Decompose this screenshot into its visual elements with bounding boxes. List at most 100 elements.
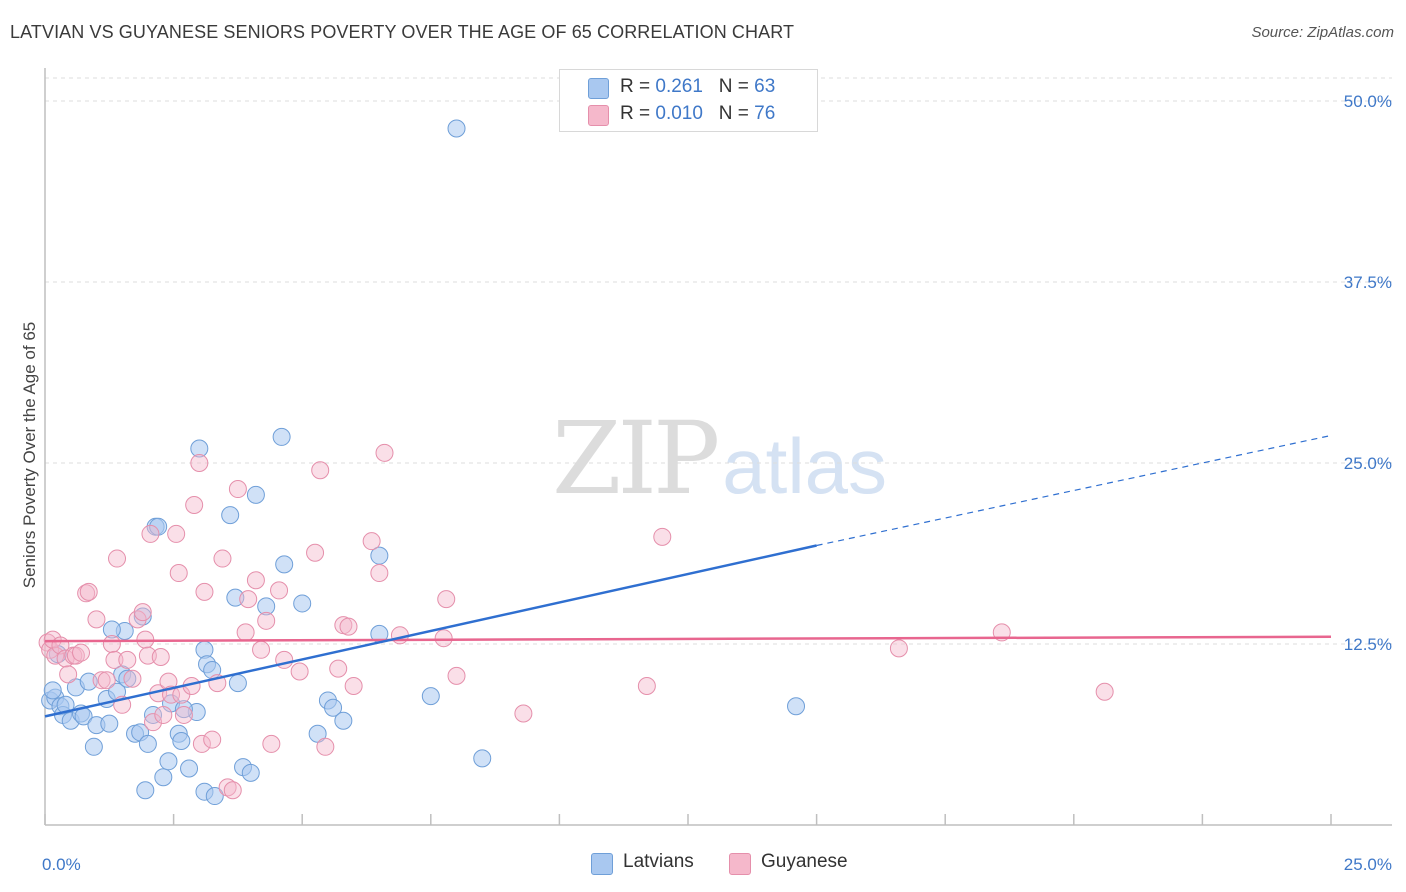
bottom-legend-label-guyanese: Guyanese [761, 851, 848, 872]
latvian-point [133, 607, 152, 626]
guyanese-point [262, 734, 281, 753]
guyanese-point [105, 650, 124, 669]
guyanese-point [190, 453, 209, 472]
guyanese-point [195, 582, 214, 601]
guyanese-point [167, 524, 186, 543]
guyanese-point [154, 705, 173, 724]
tick-labels: 12.5% 25.0% 37.5% 50.0% 0.0% 25.0% [42, 92, 1392, 874]
guyanese-point [246, 571, 265, 590]
latvian-point [257, 597, 276, 616]
guyanese-point [151, 648, 170, 667]
source-label: Source: ZipAtlas.com [1251, 24, 1394, 41]
guyanese-point [362, 532, 381, 551]
chart-title: LATVIAN VS GUYANESE SENIORS POVERTY OVER… [10, 22, 795, 42]
guyanese-points [38, 443, 1114, 800]
legend-n-value: 63 [754, 76, 776, 97]
watermark-zip: ZIP [552, 400, 720, 517]
latvian-point [241, 763, 260, 782]
legend-r-value: 0.261 [655, 76, 703, 97]
latvian-point [246, 485, 265, 504]
guyanese-point [1095, 682, 1114, 701]
guyanese-point [102, 634, 121, 653]
watermark: ZIPatlas [552, 400, 887, 517]
latvian-point [144, 705, 163, 724]
x-tick-label: 25.0% [1344, 855, 1392, 874]
guyanese-point [79, 582, 98, 601]
latvian-trend-line [44, 544, 817, 718]
latvian-point [102, 620, 121, 639]
guyanese-point [118, 650, 137, 669]
latvian-point [293, 594, 312, 613]
guyanese-point [329, 659, 348, 678]
guyanese-point [174, 705, 193, 724]
latvian-point [447, 119, 466, 138]
latvian-point [100, 714, 119, 733]
y-tick-label: 25.0% [1344, 454, 1392, 473]
legend-swatch-latvians [588, 78, 609, 99]
guyanese-point [108, 549, 127, 568]
guyanese-point [339, 617, 358, 636]
latvian-point [154, 768, 173, 787]
latvian-point [43, 681, 62, 700]
latvian-point [205, 787, 224, 806]
guyanese-point [66, 646, 85, 665]
latvian-trend-extension [816, 434, 1332, 547]
guyanese-point [192, 734, 211, 753]
guyanese-point [257, 611, 276, 630]
legend-r-label: R = [620, 103, 656, 124]
guyanese-point [46, 646, 65, 665]
latvian-point [787, 697, 806, 716]
y-axis-label: Seniors Poverty Over the Age of 65 [20, 322, 39, 588]
guyanese-point [239, 590, 258, 609]
legend-n-label: N = [718, 103, 755, 124]
guyanese-point [344, 676, 363, 695]
guyanese-point [133, 603, 152, 622]
watermark-atlas: atlas [722, 422, 888, 510]
bottom-legend-swatch-guyanese [729, 853, 751, 875]
y-tick-label: 12.5% [1344, 635, 1392, 654]
latvian-point [136, 781, 155, 800]
guyanese-point [144, 713, 163, 732]
guyanese-point [169, 564, 188, 583]
latvian-point [421, 687, 440, 706]
trend-lines [44, 434, 1332, 718]
guyanese-point [306, 543, 325, 562]
latvian-point [190, 439, 209, 458]
guyanese-point [223, 781, 242, 800]
latvian-point [118, 669, 137, 688]
latvian-point [272, 427, 291, 446]
latvian-point [56, 695, 75, 714]
guyanese-point [447, 666, 466, 685]
guyanese-point [213, 549, 232, 568]
y-tick-label: 50.0% [1344, 92, 1392, 111]
latvian-point [159, 752, 178, 771]
bottom-legend-label-latvians: Latvians [623, 851, 694, 872]
guyanese-point [514, 704, 533, 723]
guyanese-point [653, 527, 672, 546]
latvian-point [172, 732, 191, 751]
guyanese-point [123, 669, 142, 688]
latvian-point [221, 506, 240, 525]
latvian-point [138, 734, 157, 753]
guyanese-point [92, 671, 111, 690]
legend-n-value: 76 [754, 103, 776, 124]
legend-r-label: R = [620, 76, 656, 97]
latvian-point [174, 700, 193, 719]
guyanese-point [290, 662, 309, 681]
guyanese-point [218, 778, 237, 797]
guyanese-point [316, 737, 335, 756]
latvian-point [334, 711, 353, 730]
guyanese-point [236, 623, 255, 642]
guyanese-point [370, 564, 389, 583]
bottom-legend-swatch-latvians [591, 853, 613, 875]
legend-swatch-guyanese [588, 105, 609, 126]
latvian-point [149, 517, 168, 536]
correlation-legend: R = 0.261 N = 63 R = 0.010 N = 76 [559, 69, 818, 132]
guyanese-point [270, 581, 289, 600]
guyanese-point [375, 443, 394, 462]
latvian-point [275, 555, 294, 574]
guyanese-trend-line [44, 635, 1332, 643]
guyanese-point [637, 676, 656, 695]
latvian-point [473, 749, 492, 768]
guyanese-point [97, 671, 116, 690]
